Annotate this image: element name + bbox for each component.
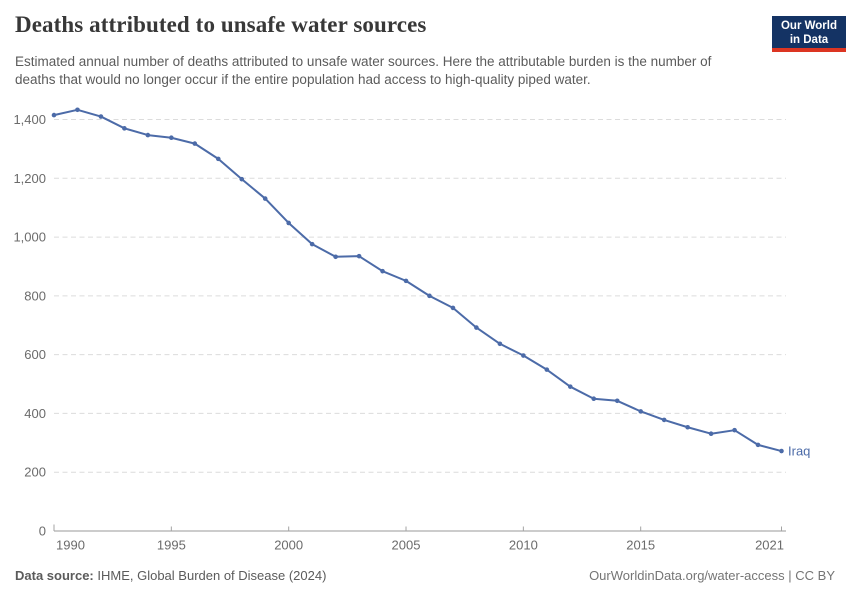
x-axis-tick-label: 2000 xyxy=(274,538,303,553)
y-axis-tick-label: 1,000 xyxy=(13,230,46,245)
data-point-2020[interactable] xyxy=(755,442,761,448)
x-axis-tick-label: 2015 xyxy=(626,538,655,553)
data-point-1992[interactable] xyxy=(98,114,104,119)
y-axis-tick-label: 1,400 xyxy=(13,112,46,127)
data-point-2008[interactable] xyxy=(474,325,479,330)
data-point-2019[interactable] xyxy=(732,427,737,433)
footer-attribution: OurWorldinData.org/water-access | CC BY xyxy=(589,568,835,583)
y-axis-tick-label: 200 xyxy=(24,465,46,480)
data-point-2003[interactable] xyxy=(356,253,362,259)
entity-label-iraq[interactable]: Iraq xyxy=(788,444,810,459)
data-point-2002[interactable] xyxy=(333,254,338,260)
owid-logo-text-line2: in Data xyxy=(789,34,829,46)
data-point-2018[interactable] xyxy=(708,431,714,437)
data-point-2021[interactable] xyxy=(779,448,784,454)
data-source-text: IHME, Global Burden of Disease (2024) xyxy=(97,568,327,583)
x-axis-tick-label: 1995 xyxy=(157,538,186,553)
data-source-note: Data source: IHME, Global Burden of Dise… xyxy=(15,568,326,583)
owid-logo-text-line1: Our World xyxy=(780,20,837,32)
y-axis-tick-label: 400 xyxy=(24,406,46,421)
data-point-2006[interactable] xyxy=(427,293,432,299)
chart-footer: Data source: IHME, Global Burden of Dise… xyxy=(15,568,835,583)
x-axis-tick-label: 2021 xyxy=(755,538,784,553)
x-axis-tick-label: 1990 xyxy=(56,538,85,553)
page-title: Deaths attributed to unsafe water source… xyxy=(15,12,427,37)
data-source-label: Data source: xyxy=(15,568,94,583)
chart-subtitle: Estimated annual number of deaths attrib… xyxy=(15,54,712,87)
data-point-2012[interactable] xyxy=(567,384,573,389)
data-point-1999[interactable] xyxy=(262,196,268,201)
data-point-1991[interactable] xyxy=(75,107,80,113)
data-point-1995[interactable] xyxy=(169,135,174,141)
data-point-2010[interactable] xyxy=(521,353,526,358)
data-point-2005[interactable] xyxy=(403,278,409,284)
data-point-2000[interactable] xyxy=(286,220,291,226)
data-point-1998[interactable] xyxy=(239,176,245,182)
data-point-2001[interactable] xyxy=(309,241,315,247)
y-axis-tick-label: 800 xyxy=(24,288,46,303)
data-point-2011[interactable] xyxy=(544,367,550,372)
license-label: CC BY xyxy=(795,568,835,583)
owid-logo[interactable]: Our World in Data xyxy=(772,16,846,52)
x-axis-tick-label: 2010 xyxy=(509,538,538,553)
data-point-2004[interactable] xyxy=(380,268,385,274)
data-point-2017[interactable] xyxy=(685,424,690,430)
data-point-2009[interactable] xyxy=(497,341,503,347)
data-point-2015[interactable] xyxy=(638,409,643,414)
owid-url-link[interactable]: OurWorldinData.org/water-access xyxy=(589,568,785,583)
data-point-2014[interactable] xyxy=(614,398,620,404)
y-axis-tick-label: 1,200 xyxy=(13,171,46,186)
data-point-1994[interactable] xyxy=(145,132,151,138)
data-point-2013[interactable] xyxy=(591,396,597,402)
data-point-1990[interactable] xyxy=(51,112,57,118)
data-point-1997[interactable] xyxy=(215,156,221,162)
data-point-2007[interactable] xyxy=(450,305,456,311)
data-point-2016[interactable] xyxy=(661,417,667,423)
data-point-1996[interactable] xyxy=(192,141,198,146)
y-axis-tick-label: 0 xyxy=(39,524,46,539)
y-axis-tick-label: 600 xyxy=(24,347,46,362)
x-axis-tick-label: 2005 xyxy=(392,538,421,553)
footer-separator: | xyxy=(788,568,792,583)
data-point-1993[interactable] xyxy=(122,126,127,131)
series-line-iraq[interactable] xyxy=(53,108,783,453)
